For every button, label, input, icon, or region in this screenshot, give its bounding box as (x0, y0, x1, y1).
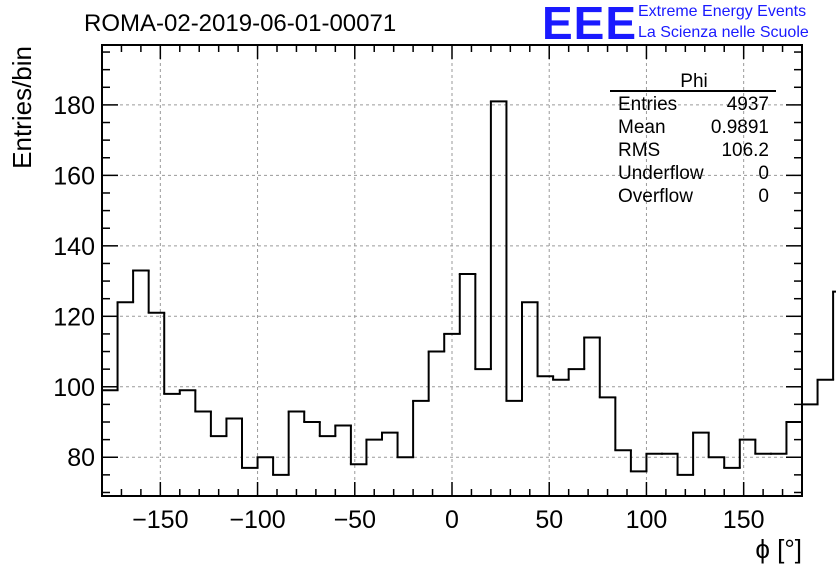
y-tick-label: 100 (53, 374, 95, 402)
stats-mean-label: Mean (618, 117, 666, 138)
y-tick-label: 120 (53, 303, 95, 331)
x-tick-label: −100 (229, 506, 285, 534)
x-tick-label: 100 (626, 506, 668, 534)
y-tick-label: 80 (67, 444, 95, 472)
stats-entries-label: Entries (618, 94, 677, 115)
stats-box: Phi Entries 4937 Mean 0.9891 RMS 106.2 U… (610, 71, 776, 207)
x-tick-label: −150 (132, 506, 188, 534)
stats-rms-label: RMS (618, 140, 660, 161)
logo-line-1: Extreme Energy Events (638, 3, 807, 20)
stats-underflow-value: 0 (758, 163, 769, 184)
tick-labels: −150 −100 −50 0 50 100 150 80 100 120 140 160 180 (53, 92, 764, 534)
x-tick-label: 150 (723, 506, 765, 534)
x-tick-label: −50 (334, 506, 376, 534)
y-tick-label: 160 (53, 162, 95, 190)
x-tick-label: 0 (445, 506, 459, 534)
plot-title: ROMA-02-2019-06-01-00071 (84, 10, 397, 37)
stats-overflow-label: Overflow (618, 186, 693, 207)
y-axis-label: Entries/bin (7, 46, 37, 169)
stats-overflow-value: 0 (758, 186, 769, 207)
eee-logo: EEE Extreme Energy Events La Scienza nel… (542, 0, 836, 49)
axis-ticks (101, 45, 803, 496)
stats-underflow-label: Underflow (618, 163, 704, 184)
y-tick-label: 140 (53, 233, 95, 261)
stats-mean-value: 0.9891 (711, 117, 769, 138)
x-tick-label: 50 (535, 506, 563, 534)
eee-logo-mark: EEE (542, 0, 638, 49)
histogram-line (101, 100, 836, 476)
logo-line-2: La Scienza nelle Scuole (638, 24, 809, 41)
grid-lines (102, 45, 802, 496)
stats-entries-value: 4937 (727, 94, 769, 115)
x-axis-label: ϕ [°] (755, 534, 802, 564)
y-tick-label: 180 (53, 92, 95, 120)
stats-rms-value: 106.2 (721, 140, 769, 161)
stats-title: Phi (680, 71, 707, 92)
